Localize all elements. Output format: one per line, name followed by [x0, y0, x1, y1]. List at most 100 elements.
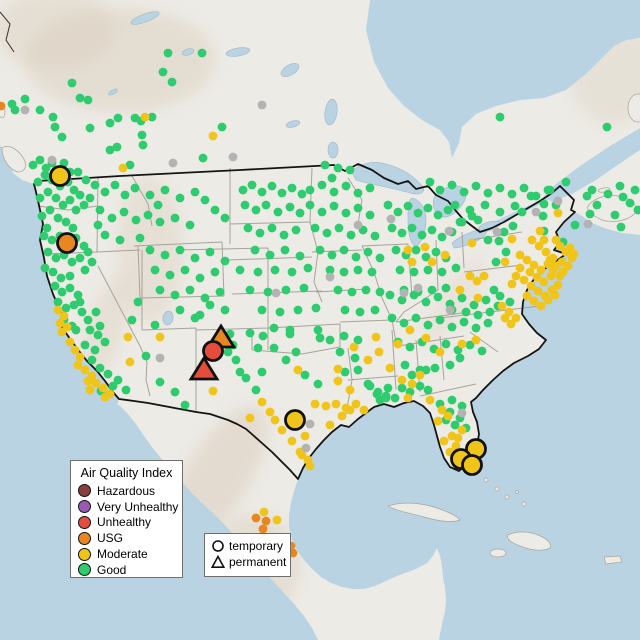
aqi-dot-moderate [457, 339, 467, 349]
aqi-dot-good [618, 192, 628, 202]
aqi-dot-good [437, 267, 447, 277]
aqi-dot-good [57, 287, 67, 297]
aqi-dot-good [293, 305, 303, 315]
aqi-dot-missing [168, 158, 178, 168]
aqi-dot-good [198, 153, 208, 163]
aqi-dot-good [90, 345, 100, 355]
aqi-dot-good [375, 287, 385, 297]
aqi-dot-good [592, 200, 602, 210]
aqi-dot-missing [271, 288, 281, 298]
aqi-dot-good [367, 267, 377, 277]
aqi-dot-missing [444, 226, 454, 236]
aqi-dot-moderate [522, 291, 532, 301]
aqi-dot-good [59, 158, 69, 168]
aqi-dot-missing [20, 105, 30, 115]
aqi-dot-good [350, 353, 360, 363]
aqi-dot-good [119, 207, 129, 217]
aqi-dot-moderate [55, 318, 65, 328]
lake-erie [451, 228, 487, 249]
aqi-dot-good [223, 347, 233, 357]
aqi-dot-moderate [305, 461, 315, 471]
aqi-dot-missing [413, 283, 423, 293]
aqi-dot-moderate [563, 261, 573, 271]
aqi-dot-good [175, 193, 185, 203]
aqi-dot-good [238, 185, 248, 195]
aqi-dot-moderate [337, 411, 347, 421]
aqi-dot-good [383, 383, 393, 393]
aqi-dot-good [48, 267, 58, 277]
aqi-dot-good [100, 187, 110, 197]
temporary-circle-icon [212, 540, 224, 552]
aqi-dot-moderate [539, 277, 549, 287]
aqi-dot-good [417, 230, 427, 240]
aqi-dot-good [167, 77, 177, 87]
unhealthy-swatch-icon [78, 515, 91, 529]
aqi-dot-good [258, 331, 268, 341]
aqi-dot-moderate [297, 450, 307, 460]
aqi-dot-moderate [425, 395, 435, 405]
aqi-dot-good [361, 285, 371, 295]
aqi-dot-good [409, 267, 419, 277]
aqi-dot-good [407, 370, 417, 380]
aqi-dot-moderate [75, 352, 85, 362]
aqi-dot-good [65, 283, 75, 293]
aqi-dot-good [477, 346, 487, 356]
aqi-dot-moderate [527, 235, 537, 245]
aqi-dot-moderate [415, 370, 425, 380]
aqi-dot-moderate [532, 272, 542, 282]
aqi-dot-good [285, 202, 295, 212]
aqi-dot-good [93, 220, 103, 230]
aqi-dot-good [65, 195, 75, 205]
aqi-dot-good [53, 213, 63, 223]
aqi-dot-moderate [440, 250, 450, 260]
aqi-dot-good [311, 303, 321, 313]
aqi-dot-moderate [451, 441, 461, 451]
aqi-dot-good [200, 195, 210, 205]
aqi-dot-moderate [257, 397, 267, 407]
aqi-dot-moderate [471, 335, 481, 345]
aqi-dot-moderate [453, 433, 463, 443]
aqi-dot-good [113, 113, 123, 123]
aqi-dot-good [37, 211, 47, 221]
aqi-dot-good [451, 263, 461, 273]
aqi-dot-good [483, 318, 493, 328]
aqi-dot-good [433, 292, 443, 302]
aqi-dot-good [43, 247, 53, 257]
aqi-dot-good [53, 297, 63, 307]
aqi-dot-good [65, 271, 75, 281]
aqi-dot-good [435, 185, 445, 195]
aqi-dot-good [170, 387, 180, 397]
aqi-dot-good [390, 393, 400, 403]
aqi-dot-good [322, 228, 332, 238]
aqi-dot-good [353, 188, 363, 198]
aqi-dot-good [489, 285, 499, 295]
aqi-dot-good [339, 331, 349, 341]
aqi-dot-good [370, 305, 380, 315]
aqi-dot-moderate [507, 279, 517, 289]
aqi-dot-good [395, 265, 405, 275]
event-marker-circle-moderate [49, 165, 71, 187]
aqi-dot-good [150, 320, 160, 330]
aqi-dot-good [507, 189, 517, 199]
aqi-dot-good [431, 247, 441, 257]
legend-item-temporary: temporary [211, 538, 284, 554]
aqi-dot-moderate [140, 112, 150, 122]
aqi-dot-good [459, 187, 469, 197]
aqi-dot-moderate [435, 347, 445, 357]
aqi-dot-good [39, 231, 49, 241]
aqi-dot-good [385, 290, 395, 300]
aqi-dot-moderate [515, 263, 525, 273]
aqi-dot-good [340, 305, 350, 315]
aqi-dot-good [83, 247, 93, 257]
aqi-dot-good [295, 251, 305, 261]
aqi-dot-good [327, 250, 337, 260]
aqi-dot-good [85, 123, 95, 133]
legend-item-unhealthy: Unhealthy [78, 515, 175, 531]
aqi-dot-good [251, 205, 261, 215]
aqi-dot-moderate [374, 347, 384, 357]
aqi-dot-good [291, 225, 301, 235]
hispaniola [507, 531, 551, 551]
aqi-dot-good [217, 122, 227, 132]
aqi-dot-good [355, 307, 365, 317]
aqi-dot-good [485, 307, 495, 317]
